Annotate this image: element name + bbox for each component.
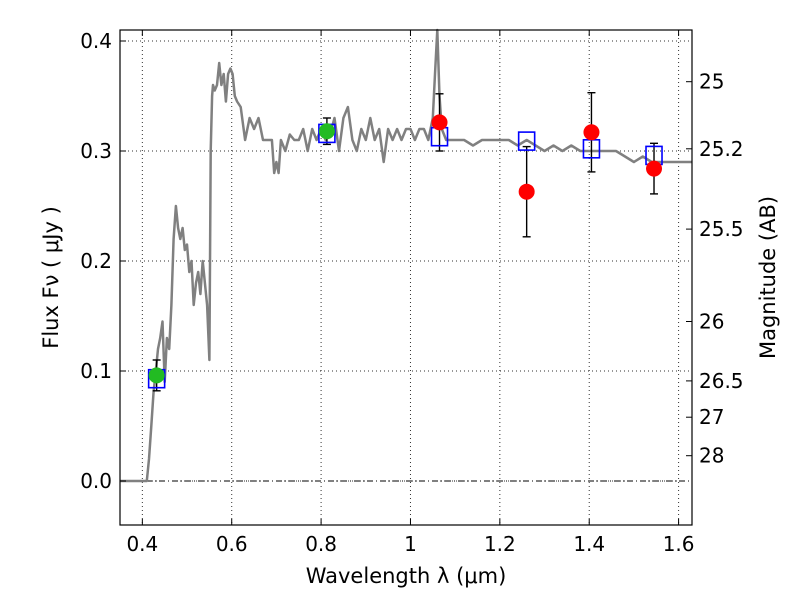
x-tick-label: 0.6 xyxy=(216,532,248,556)
y2-tick-label: 26 xyxy=(699,310,724,334)
y-tick-label: 0.3 xyxy=(80,139,112,163)
y2-tick-label: 25 xyxy=(699,70,724,94)
observed-point xyxy=(646,160,663,177)
x-tick-label: 1.6 xyxy=(663,532,695,556)
y-axis: 0.0 0.1 0.2 0.3 0.4 xyxy=(80,29,126,493)
y-tick-label: 0.4 xyxy=(80,29,112,53)
x-axis-title: Wavelength λ (μm) xyxy=(306,564,507,588)
y2-axis-title: Magnitude (AB) xyxy=(756,196,780,359)
x-tick-label: 1.4 xyxy=(573,532,605,556)
observed-point xyxy=(431,114,448,131)
observed-point xyxy=(583,124,600,141)
observed-point xyxy=(518,183,535,200)
observed-point xyxy=(148,367,165,384)
y-tick-label: 0.0 xyxy=(80,469,112,493)
x-tick-label: 1 xyxy=(404,532,417,556)
x-tick-label: 0.4 xyxy=(126,532,158,556)
model-band-square xyxy=(517,131,536,151)
y-tick-label: 0.2 xyxy=(80,249,112,273)
y2-axis: 25 25.2 25.5 26 26.5 27 28 xyxy=(686,70,744,468)
x-axis: 0.4 0.6 0.8 1 1.2 1.4 1.6 xyxy=(126,30,695,556)
y2-tick-label: 27 xyxy=(699,405,724,429)
y2-tick-label: 25.2 xyxy=(699,137,744,161)
x-tick-label: 1.2 xyxy=(484,532,516,556)
y2-tick-label: 26.5 xyxy=(699,369,744,393)
observed-point-layer xyxy=(148,114,663,384)
y2-tick-label: 25.5 xyxy=(699,217,744,241)
plot-frame xyxy=(119,29,693,526)
error-bar-layer xyxy=(152,91,659,392)
x-tick-label: 0.8 xyxy=(305,532,337,556)
spectrum-layer xyxy=(120,28,692,483)
model-band-layer xyxy=(147,123,663,389)
spectrum-line xyxy=(120,28,692,483)
observed-point xyxy=(318,123,335,140)
y-tick-label: 0.1 xyxy=(80,359,112,383)
grid xyxy=(120,30,692,525)
y2-tick-label: 28 xyxy=(699,444,724,468)
y-axis-title: Flux Fν ( μJy ) xyxy=(39,206,63,349)
